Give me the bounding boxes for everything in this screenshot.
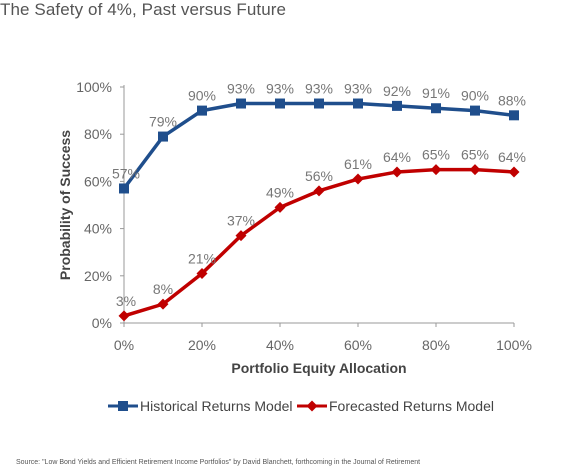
data-label: 3%	[116, 293, 136, 309]
data-label: 93%	[266, 81, 294, 97]
data-point	[430, 164, 442, 176]
legend-marker-square	[118, 401, 128, 411]
data-label: 90%	[188, 88, 216, 104]
chart-title: The Safety of 4%, Past versus Future	[0, 0, 287, 19]
data-label: 79%	[149, 114, 177, 130]
data-label: 93%	[305, 81, 333, 97]
data-point	[431, 103, 441, 114]
data-point	[352, 173, 364, 185]
data-label: 93%	[227, 81, 255, 97]
x-tick-label: 40%	[266, 337, 294, 353]
data-point	[235, 230, 247, 242]
data-point	[196, 267, 208, 279]
data-label: 65%	[461, 147, 489, 163]
y-tick-label: 60%	[84, 173, 112, 189]
data-label: 8%	[153, 281, 173, 297]
data-point	[469, 164, 481, 176]
data-point	[353, 98, 363, 109]
legend-label: Historical Returns Model	[140, 398, 293, 414]
data-point	[274, 201, 286, 213]
data-label: 93%	[344, 81, 372, 97]
data-label: 91%	[422, 85, 450, 101]
data-point	[197, 105, 207, 116]
y-tick-label: 80%	[84, 126, 112, 142]
y-tick-label: 40%	[84, 221, 112, 237]
x-tick-label: 80%	[422, 337, 450, 353]
data-point	[118, 310, 130, 322]
data-label: 56%	[305, 168, 333, 184]
data-point	[470, 105, 480, 116]
x-tick-label: 60%	[344, 337, 372, 353]
data-point	[119, 183, 129, 194]
data-point	[314, 98, 324, 109]
data-label: 57%	[112, 165, 140, 181]
data-label: 49%	[266, 184, 294, 200]
data-label: 21%	[188, 250, 216, 266]
data-label: 92%	[383, 83, 411, 99]
x-tick-label: 100%	[496, 337, 532, 353]
y-tick-label: 100%	[76, 79, 112, 95]
x-tick-label: 20%	[188, 337, 216, 353]
y-axis-label: Probability of Success	[57, 130, 73, 280]
legend-marker-diamond	[306, 400, 318, 412]
data-point	[391, 166, 403, 178]
data-label: 64%	[383, 149, 411, 165]
x-axis-label: Portfolio Equity Allocation	[231, 360, 406, 376]
data-label: 37%	[227, 213, 255, 229]
data-label: 88%	[498, 92, 526, 108]
data-point	[275, 98, 285, 109]
y-tick-label: 0%	[92, 315, 112, 331]
legend-label: Forecasted Returns Model	[329, 398, 494, 414]
data-label: 65%	[422, 147, 450, 163]
data-point	[392, 100, 402, 111]
data-point	[313, 185, 325, 197]
data-point	[157, 298, 169, 310]
data-point	[236, 98, 246, 109]
data-label: 64%	[498, 149, 526, 165]
data-label: 61%	[344, 156, 372, 172]
data-point	[158, 131, 168, 142]
data-point	[509, 110, 519, 121]
data-label: 90%	[461, 88, 489, 104]
x-tick-label: 0%	[114, 337, 134, 353]
y-tick-label: 20%	[84, 268, 112, 284]
data-point	[508, 166, 520, 178]
source-note: Source: "Low Bond Yields and Efficient R…	[16, 459, 421, 466]
